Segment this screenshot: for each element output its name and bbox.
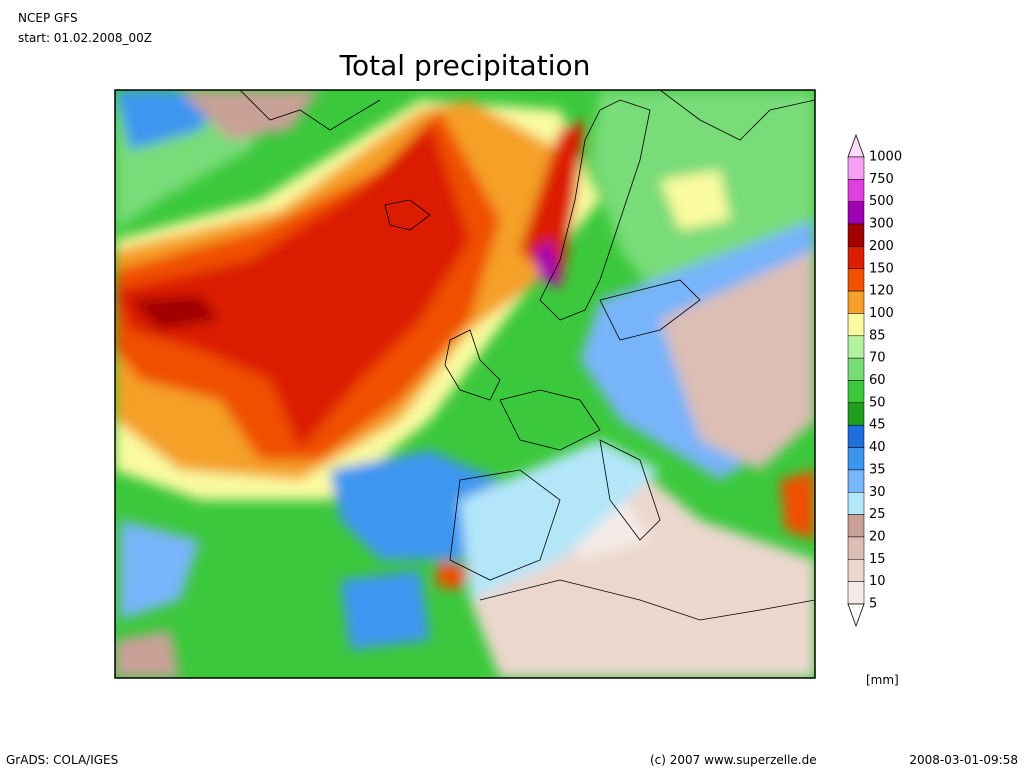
model-label: NCEP GFS [18,11,78,25]
legend-swatch [847,492,865,515]
copyright: (c) 2007 www.superzelle.de [650,753,817,767]
legend-swatch [847,268,865,292]
legend-swatch [847,447,865,471]
legend-swatch [847,357,865,381]
legend-swatch [847,156,865,180]
legend-level-label: 20 [869,529,886,544]
legend-level-label: 150 [869,261,894,276]
legend-level-label: 35 [869,462,886,477]
legend-swatch [847,133,865,158]
legend-swatch [847,380,865,404]
legend-swatch [847,179,865,202]
legend-level-label: 100 [869,306,894,321]
legend-level-label: 750 [869,172,894,187]
legend-swatch [847,581,865,605]
legend-swatch [847,514,865,538]
map-title: Total precipitation [339,49,591,82]
legend-swatch [847,201,865,225]
legend-level-label: 15 [869,552,886,567]
legend-level-label: 30 [869,485,886,500]
legend-swatch [847,536,865,560]
legend-swatch [847,424,865,448]
legend-swatch [847,290,865,314]
legend-swatch [847,603,865,628]
legend-swatch [847,313,865,337]
legend-swatch [847,223,865,247]
legend-level-label: 300 [869,217,894,232]
unit-label: [mm] [866,673,899,687]
legend-level-label: 50 [869,395,886,410]
legend-level-label: 1000 [869,150,902,165]
legend-swatch [847,559,865,582]
legend-level-label: 5 [869,597,877,612]
legend-swatch [847,246,865,269]
legend-swatch [847,402,865,426]
map-frame [114,89,816,679]
precipitation-map [115,90,815,678]
legend-level-label: 40 [869,440,886,455]
legend-level-label: 25 [869,507,886,522]
color-legend: 1000 750 500 300 200 150 120 100 85 70 60 50 45 40 35 3… [847,133,902,628]
coastlines [239,90,815,621]
timestamp: 2008-03-01-09:58 [909,753,1018,767]
legend-level-label: 60 [869,373,886,388]
software-credit: GrADS: COLA/IGES [6,753,118,767]
legend-swatch [847,335,865,359]
legend-level-label: 500 [869,194,894,209]
legend-level-label: 45 [869,418,886,433]
legend-level-label: 120 [869,284,894,299]
legend-level-label: 85 [869,328,886,343]
legend-level-label: 10 [869,574,886,589]
legend-swatch [847,469,865,493]
start-label: start: 01.02.2008_00Z [18,31,152,45]
legend-level-label: 200 [869,239,894,254]
legend-level-label: 70 [869,351,886,366]
